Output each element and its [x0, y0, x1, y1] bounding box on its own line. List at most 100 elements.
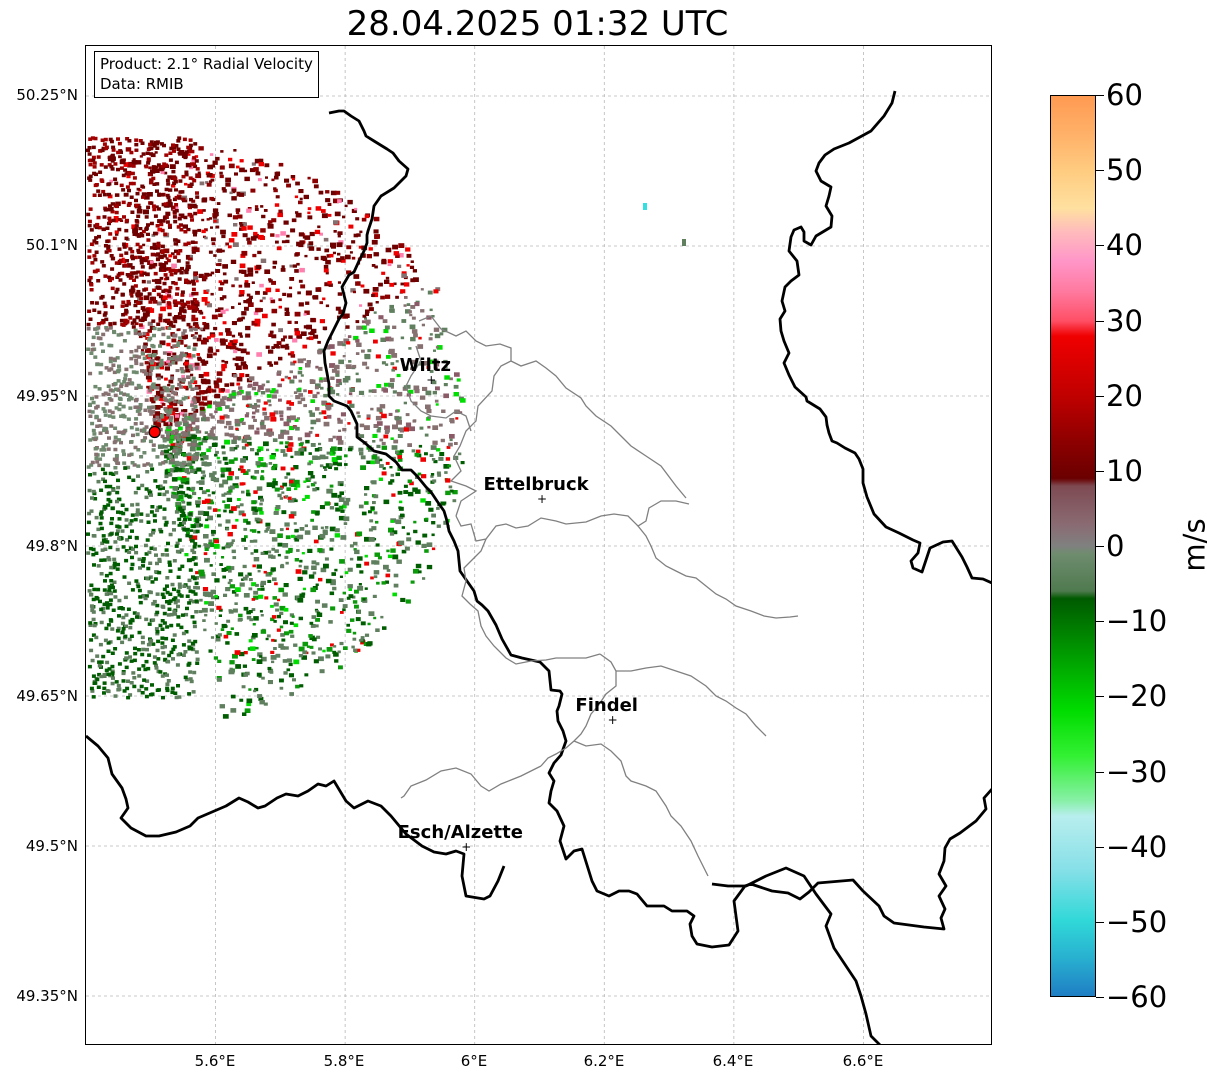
city-marker[interactable]: +Wiltz: [400, 355, 451, 387]
echo-bin: [88, 174, 93, 179]
echo-bin: [310, 317, 316, 323]
echo-bin: [139, 296, 144, 300]
echo-bin: [157, 492, 162, 496]
echo-bin: [433, 289, 439, 294]
echo-bin: [364, 317, 367, 320]
echo-bin: [408, 389, 414, 394]
city-marker[interactable]: +Ettelbruck: [484, 474, 590, 506]
echo-bin: [152, 300, 158, 304]
radar-site-marker[interactable]: [148, 425, 161, 439]
echo-bin: [381, 581, 386, 585]
echo-bin: [302, 641, 309, 647]
echo-bin: [352, 600, 358, 604]
echo-bin: [142, 271, 147, 275]
echo-bin: [141, 308, 146, 312]
echo-bin: [216, 456, 220, 460]
echo-bin: [431, 547, 436, 551]
city-marker[interactable]: +Findel: [575, 695, 638, 727]
echo-bin: [123, 192, 129, 197]
city-marker[interactable]: +Esch/Alzette: [398, 822, 523, 854]
echo-bin: [286, 183, 291, 188]
echo-bin: [229, 433, 235, 438]
echo-bin: [449, 489, 454, 493]
map-panel[interactable]: + Wiltz + Ettelbruck + Findel + Esch/Alzette: [85, 45, 992, 1045]
echo-bin: [176, 497, 181, 502]
echo-bin: [440, 438, 445, 443]
echo-bin: [221, 396, 227, 401]
echo-bin: [193, 404, 198, 409]
echo-bin: [191, 308, 198, 313]
echo-bin: [298, 232, 305, 237]
echo-bin: [150, 683, 154, 687]
echo-bin: [269, 529, 276, 534]
echo-bin: [183, 413, 188, 417]
echo-bin: [182, 453, 186, 457]
echo-bin: [195, 661, 200, 665]
echo-bin: [162, 611, 167, 616]
echo-bin: [134, 219, 139, 223]
echo-bin: [280, 633, 285, 637]
echo-bin: [175, 286, 180, 291]
echo-bin: [307, 176, 311, 180]
echo-bin: [318, 190, 324, 195]
echo-bin: [125, 185, 130, 189]
echo-bin: [307, 471, 314, 476]
echo-bin: [334, 568, 338, 572]
echo-bin: [110, 517, 114, 521]
echo-bin: [280, 466, 286, 471]
echo-bin: [244, 443, 249, 447]
echo-bin: [258, 594, 264, 599]
echo-bin: [165, 590, 170, 595]
echo-bin: [242, 395, 249, 401]
echo-bin: [403, 427, 409, 432]
echo-bin: [119, 391, 123, 395]
echo-bin: [99, 448, 104, 452]
echo-bin: [173, 468, 178, 473]
echo-bin: [216, 202, 221, 205]
echo-bin: [178, 445, 183, 449]
echo-bin: [224, 339, 228, 342]
echo-bin: [121, 679, 126, 683]
echo-bin: [140, 640, 145, 645]
echo-bin: [160, 244, 165, 249]
echo-bin: [329, 451, 336, 456]
echo-bin: [243, 593, 250, 598]
echo-bin: [245, 412, 250, 415]
echo-bin: [284, 307, 290, 312]
echo-bin: [258, 457, 264, 462]
echo-bin: [158, 527, 163, 532]
echo-bin: [98, 431, 103, 435]
echo-bin: [231, 341, 237, 346]
echo-bin: [222, 189, 227, 193]
echo-bin: [197, 544, 201, 548]
echo-bin: [150, 580, 155, 584]
echo-bin: [334, 659, 339, 663]
lat-tick-label: 50.1°N: [25, 236, 78, 254]
echo-bin: [170, 582, 175, 587]
echo-bin: [191, 250, 196, 254]
echo-bin: [112, 557, 117, 562]
echo-bin: [199, 487, 203, 491]
echo-bin: [198, 569, 205, 575]
echo-bin: [242, 513, 246, 517]
echo-bin: [121, 173, 126, 178]
echo-bin: [324, 456, 329, 460]
echo-bin: [363, 425, 370, 430]
echo-bin: [220, 474, 225, 478]
echo-bin: [388, 348, 395, 354]
echo-bin: [94, 250, 99, 254]
echo-bin: [187, 212, 192, 217]
echo-bin: [297, 576, 303, 581]
echo-bin: [198, 146, 204, 151]
echo-bin: [188, 384, 193, 389]
echo-bin: [103, 471, 108, 476]
echo-bin: [196, 436, 201, 441]
echo-bin: [167, 321, 171, 325]
echo-bin: [259, 511, 264, 515]
echo-bin: [150, 296, 154, 301]
echo-bin: [108, 585, 113, 589]
echo-bin: [208, 273, 212, 277]
echo-bin: [166, 258, 171, 263]
echo-bin: [173, 435, 178, 440]
echo-bin: [140, 691, 145, 695]
